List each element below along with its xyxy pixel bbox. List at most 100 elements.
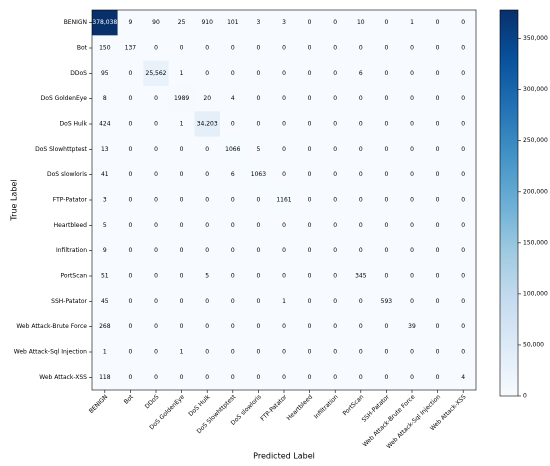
colorbar-tick-label: 350,000: [523, 35, 548, 42]
cell-label: 0: [461, 146, 465, 153]
cell-label: 10: [357, 19, 365, 26]
cell: [424, 314, 451, 340]
cell: [194, 86, 221, 112]
cell-label: 0: [436, 121, 440, 128]
cell-label: 51: [101, 273, 109, 280]
cell: [322, 10, 349, 36]
cell-label: 0: [282, 121, 286, 128]
cell: [92, 60, 118, 87]
cell-label: 0: [308, 121, 312, 128]
cell-label: 0: [384, 121, 388, 128]
cell-label: 0: [461, 45, 465, 52]
cell-label: 0: [282, 70, 286, 77]
cell-label: 0: [154, 298, 158, 305]
cell-label: 0: [231, 247, 235, 254]
cell-label: 0: [128, 121, 132, 128]
cell-label: 0: [231, 45, 235, 52]
cell-label: 0: [436, 349, 440, 356]
cell-label: 0: [461, 171, 465, 178]
cell-label: 0: [436, 70, 440, 77]
cell-label: 0: [128, 70, 132, 77]
cell: [220, 212, 246, 239]
cell-label: 0: [308, 273, 312, 280]
y-tick-label: PortScan: [61, 273, 88, 280]
cell: [245, 212, 272, 239]
cell: [271, 35, 298, 61]
cell-label: 0: [256, 349, 260, 356]
cell-label: 0: [154, 349, 158, 356]
cell-label: 0: [180, 222, 184, 229]
cell-label: 0: [308, 19, 312, 26]
cell: [424, 238, 451, 264]
cell: [296, 35, 323, 61]
cell: [399, 212, 426, 239]
cell: [271, 364, 298, 391]
cell-label: 0: [308, 323, 312, 330]
cell-label: 0: [436, 19, 440, 26]
cell-label: 0: [282, 222, 286, 229]
cell-label: 0: [359, 349, 363, 356]
cell-label: 25,562: [146, 70, 167, 77]
cell-label: 0: [180, 374, 184, 381]
cell-label: 0: [154, 222, 158, 229]
cell: [194, 238, 221, 264]
cell-label: 0: [256, 95, 260, 102]
cell-label: 0: [384, 349, 388, 356]
cell-label: 0: [154, 146, 158, 153]
cell: [424, 187, 451, 213]
cell: [220, 86, 246, 112]
cell: [143, 187, 170, 213]
cell: [245, 162, 272, 188]
cell-label: 0: [333, 171, 337, 178]
cell: [348, 86, 374, 112]
cell-label: 0: [180, 323, 184, 330]
cell: [271, 212, 298, 239]
cell-label: 0: [384, 222, 388, 229]
cell-label: 34,203: [197, 121, 218, 128]
cell: [117, 288, 144, 315]
cell: [194, 364, 221, 391]
cell-label: 0: [308, 247, 312, 254]
cell-label: 0: [282, 171, 286, 178]
y-tick-label: Web Attack-XSS: [39, 374, 87, 381]
y-tick-label: Web Attack-Sql Injection: [14, 349, 87, 356]
cell-label: 4: [461, 374, 465, 381]
cell: [194, 288, 221, 315]
cell: [399, 162, 426, 188]
cell: [143, 86, 170, 112]
cell: [424, 10, 451, 36]
cell: [373, 212, 400, 239]
cell-label: 1989: [174, 95, 189, 102]
cell: [373, 238, 400, 264]
cell-label: 0: [128, 222, 132, 229]
cell: [399, 35, 426, 61]
colorbar-tick-label: 100,000: [523, 290, 548, 297]
cell: [296, 10, 323, 36]
cell: [348, 263, 374, 289]
cell-label: 0: [180, 197, 184, 204]
cell-label: 0: [256, 70, 260, 77]
cell: [322, 288, 349, 315]
cell: [348, 339, 374, 365]
cell: [296, 60, 323, 87]
cell: [220, 364, 246, 391]
cell: [322, 339, 349, 365]
cell-label: 0: [256, 374, 260, 381]
cell: [92, 162, 118, 188]
cell: [143, 162, 170, 188]
cell-label: 0: [231, 273, 235, 280]
x-tick-label: DoS Hulk: [187, 393, 212, 418]
y-tick-label: DoS GoldenEye: [41, 95, 88, 102]
cell-label: 0: [154, 171, 158, 178]
cell: [220, 136, 246, 163]
cell-label: 0: [205, 298, 209, 305]
cell: [117, 314, 144, 340]
cell: [322, 162, 349, 188]
cell-label: 0: [436, 222, 440, 229]
cell-label: 0: [256, 247, 260, 254]
cell: [194, 10, 221, 36]
cell: [271, 136, 298, 163]
cell: [271, 60, 298, 87]
cell: [92, 364, 118, 391]
cell: [296, 288, 323, 315]
